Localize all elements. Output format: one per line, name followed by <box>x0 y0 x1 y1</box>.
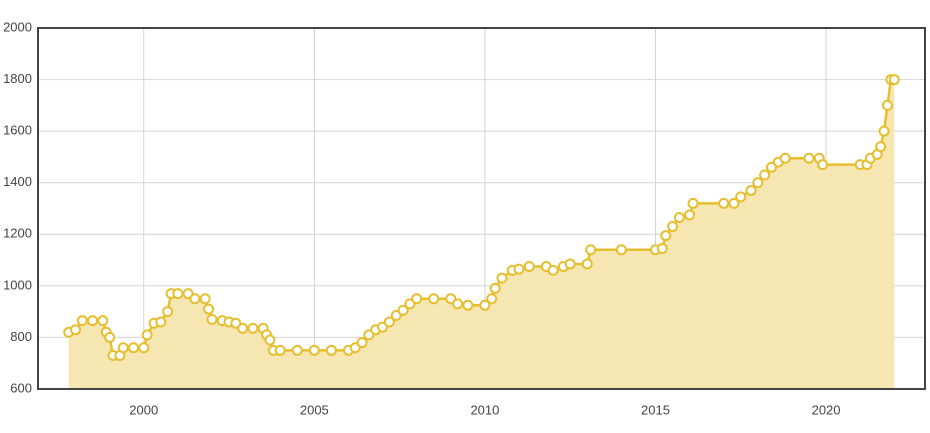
plot-frame <box>37 27 926 390</box>
y-tick-label: 1200 <box>3 226 32 241</box>
x-tick-label: 2020 <box>812 402 841 417</box>
point <box>247 322 259 334</box>
point <box>128 342 140 354</box>
y-tick-label: 1400 <box>3 174 32 189</box>
point <box>274 344 286 356</box>
y-tick-label: 1800 <box>3 71 32 86</box>
point <box>172 288 184 300</box>
point <box>383 316 395 328</box>
point <box>428 293 440 305</box>
point <box>673 212 685 224</box>
point <box>728 197 740 209</box>
point <box>779 152 791 164</box>
point <box>513 263 525 275</box>
y-tick-label: 600 <box>10 380 32 395</box>
point <box>76 315 88 327</box>
point <box>486 293 498 305</box>
point <box>411 293 423 305</box>
point <box>752 177 764 189</box>
point <box>206 313 218 325</box>
point <box>660 230 672 242</box>
point <box>356 337 368 349</box>
point <box>735 191 747 203</box>
point <box>523 261 535 273</box>
point <box>155 316 167 328</box>
point <box>141 329 153 341</box>
y-tick-label: 2000 <box>3 19 32 34</box>
point <box>547 264 559 276</box>
point <box>199 293 211 305</box>
point <box>104 331 116 343</box>
point <box>117 342 129 354</box>
point <box>479 299 491 311</box>
point <box>489 282 501 294</box>
point <box>97 315 109 327</box>
point <box>817 159 829 171</box>
point <box>87 315 99 327</box>
point <box>264 334 276 346</box>
point <box>462 299 474 311</box>
point <box>718 197 730 209</box>
point <box>881 99 893 111</box>
point <box>138 342 150 354</box>
point <box>615 244 627 256</box>
point <box>496 272 508 284</box>
point <box>888 74 900 86</box>
x-tick-label: 2015 <box>641 402 670 417</box>
x-tick-label: 2010 <box>470 402 499 417</box>
point <box>581 258 593 270</box>
y-tick-label: 1000 <box>3 277 32 292</box>
area <box>68 79 895 390</box>
point <box>70 324 82 336</box>
point <box>687 197 699 209</box>
y-tick-label: 800 <box>10 329 32 344</box>
point <box>684 209 696 221</box>
point <box>291 344 303 356</box>
point <box>564 258 576 270</box>
point <box>452 298 464 310</box>
point <box>162 306 174 318</box>
x-tick-label: 2000 <box>129 402 158 417</box>
point <box>759 169 771 181</box>
point <box>325 344 337 356</box>
point <box>203 303 215 315</box>
point <box>397 304 409 316</box>
y-tick-label: 1600 <box>3 123 32 138</box>
point <box>878 125 890 137</box>
point <box>189 293 201 305</box>
x-tick-label: 2005 <box>300 402 329 417</box>
point <box>745 184 757 196</box>
point <box>237 322 249 334</box>
point <box>585 244 597 256</box>
point <box>667 221 679 233</box>
point <box>875 141 887 153</box>
point <box>656 242 668 254</box>
point <box>308 344 320 356</box>
point <box>803 152 815 164</box>
